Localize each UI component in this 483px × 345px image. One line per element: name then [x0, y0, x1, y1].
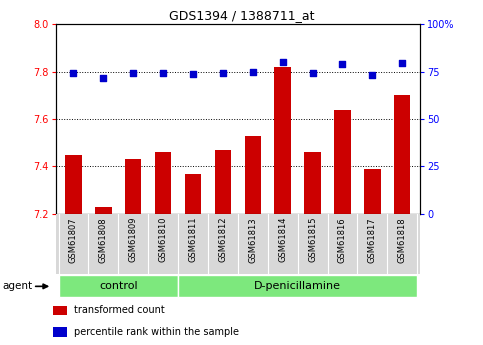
- Point: [309, 70, 316, 75]
- Text: GSM61817: GSM61817: [368, 217, 377, 263]
- Text: GSM61808: GSM61808: [99, 217, 108, 263]
- Text: GSM61809: GSM61809: [129, 217, 138, 263]
- Point: [339, 61, 346, 67]
- Bar: [155, 152, 171, 214]
- Point: [398, 60, 406, 66]
- Bar: [178, 275, 417, 297]
- Point: [249, 69, 256, 75]
- Point: [99, 76, 107, 81]
- Text: GSM61818: GSM61818: [398, 217, 407, 263]
- Text: GDS1394 / 1388711_at: GDS1394 / 1388711_at: [169, 9, 314, 22]
- Bar: [244, 136, 261, 214]
- Text: GSM61813: GSM61813: [248, 217, 257, 263]
- Point: [219, 70, 227, 75]
- Point: [279, 59, 286, 65]
- Bar: [58, 275, 178, 297]
- Bar: [65, 155, 82, 214]
- Point: [70, 70, 77, 75]
- Text: GSM61810: GSM61810: [158, 217, 168, 263]
- Bar: [215, 150, 231, 214]
- Text: D-penicillamine: D-penicillamine: [254, 281, 341, 291]
- Bar: [394, 95, 411, 214]
- Point: [189, 72, 197, 77]
- Bar: [364, 169, 381, 214]
- Text: GSM61815: GSM61815: [308, 217, 317, 263]
- Point: [369, 73, 376, 78]
- Point: [159, 70, 167, 75]
- Bar: [53, 327, 68, 337]
- Bar: [185, 174, 201, 214]
- Text: GSM61812: GSM61812: [218, 217, 227, 263]
- Bar: [334, 110, 351, 214]
- Text: GSM61816: GSM61816: [338, 217, 347, 263]
- Text: GSM61811: GSM61811: [188, 217, 198, 263]
- Bar: [53, 306, 68, 315]
- Text: transformed count: transformed count: [74, 305, 165, 315]
- Bar: [304, 152, 321, 214]
- Bar: [274, 67, 291, 214]
- Bar: [125, 159, 142, 214]
- Point: [129, 71, 137, 76]
- Text: GSM61807: GSM61807: [69, 217, 78, 263]
- Bar: [95, 207, 112, 214]
- Text: GSM61814: GSM61814: [278, 217, 287, 263]
- Text: agent: agent: [2, 281, 32, 291]
- Text: percentile rank within the sample: percentile rank within the sample: [74, 327, 239, 337]
- Text: control: control: [99, 281, 138, 291]
